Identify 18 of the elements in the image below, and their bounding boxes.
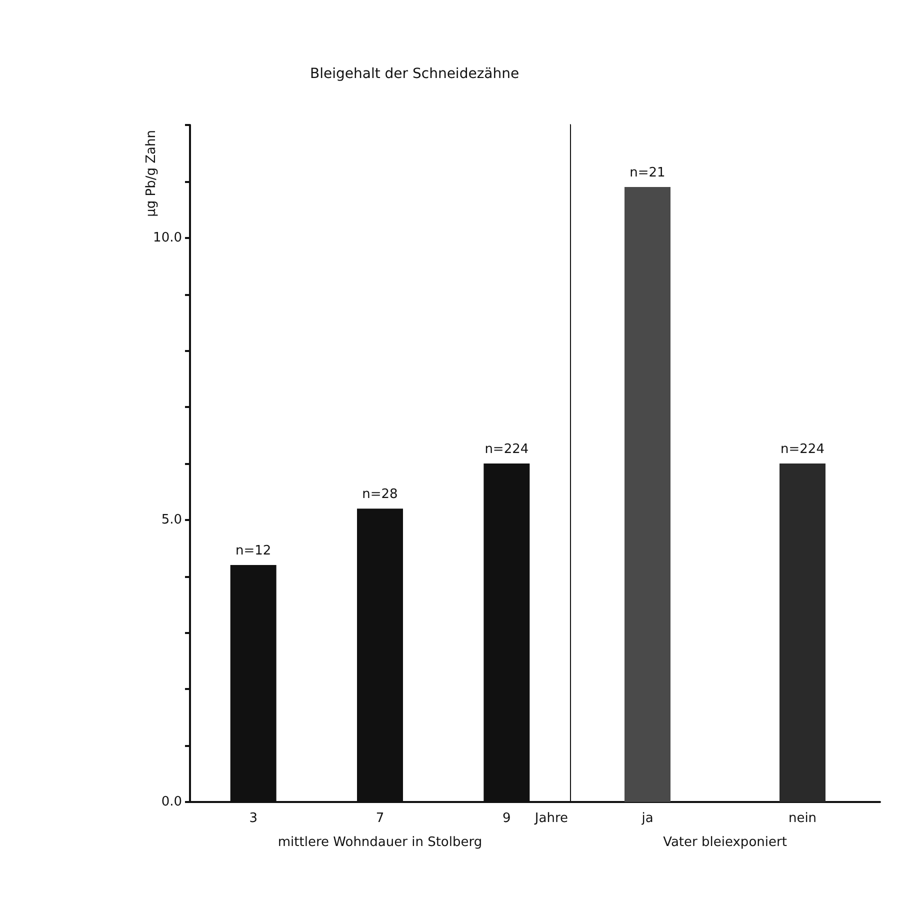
- annotation: n=224: [484, 442, 529, 457]
- text: Jahre: [534, 811, 568, 826]
- x-tick-label: 9: [502, 811, 511, 826]
- y-tick-label: 0.0: [161, 794, 182, 810]
- x-tick-label: 3: [249, 811, 258, 826]
- annotation: n=12: [235, 544, 272, 559]
- annotation: n=224: [780, 442, 824, 457]
- annotation: n=28: [362, 487, 398, 502]
- x-tick-label: nein: [788, 811, 817, 826]
- x-tick-label: 7: [376, 811, 384, 826]
- x-axis-title: Vater bleiexponiert: [663, 835, 787, 850]
- y-axis-title: µg Pb/g Zahn: [144, 130, 159, 217]
- chart-title: Bleigehalt der Schneidezähne: [310, 66, 520, 82]
- x-tick-label: ja: [640, 811, 654, 826]
- annotation: n=21: [630, 166, 666, 181]
- y-tick-label: 5.0: [161, 512, 182, 528]
- x-axis-title: mittlere Wohndauer in Stolberg: [278, 835, 482, 850]
- y-tick-label: 10.0: [153, 230, 182, 246]
